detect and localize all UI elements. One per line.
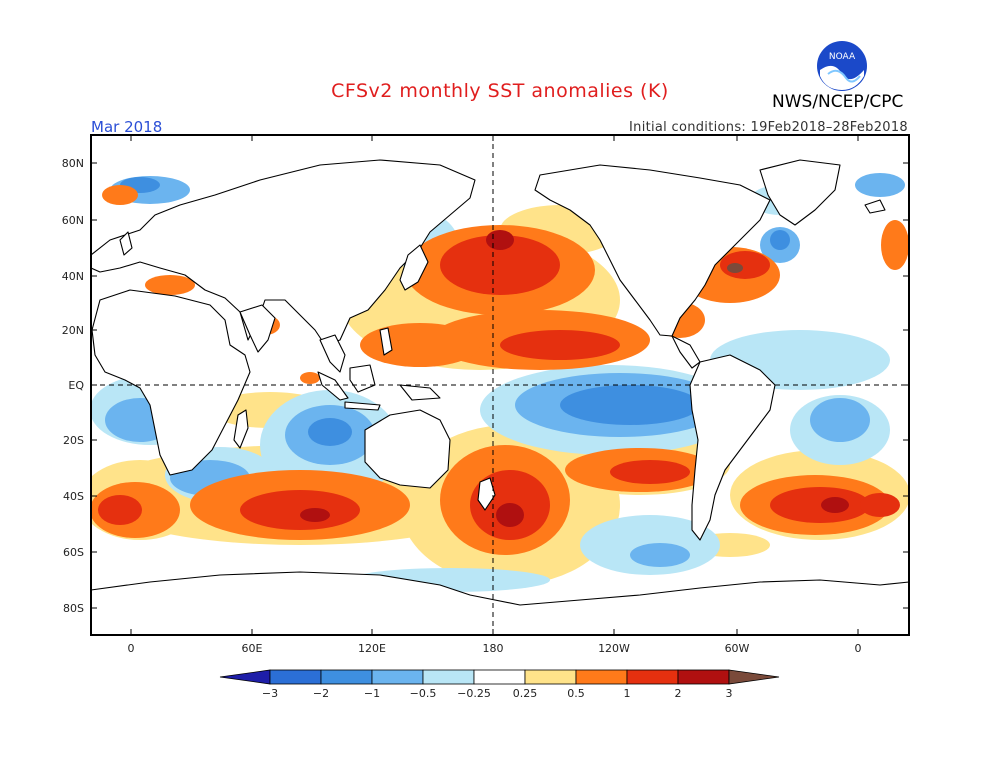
lat-label: 80N	[62, 157, 84, 170]
lat-label: 40N	[62, 270, 84, 283]
lat-label: 60N	[62, 214, 84, 227]
lon-label: 0	[128, 642, 135, 655]
lat-label: 20N	[62, 324, 84, 337]
lat-label: 40S	[63, 490, 84, 503]
colorbar-swatch	[320, 669, 373, 685]
cool-strong-patches	[120, 177, 790, 446]
warm-max-patch	[727, 263, 743, 273]
australia	[364, 409, 451, 489]
lon-label: 60W	[725, 642, 750, 655]
sumatra	[317, 371, 349, 401]
colorbar-swatch	[626, 669, 679, 685]
colorbar-label: 0.25	[513, 687, 538, 700]
logo-text: NOAA	[829, 52, 856, 62]
lon-label: 180	[483, 642, 504, 655]
great-britain	[119, 231, 133, 256]
lat-label: 60S	[63, 546, 84, 559]
lon-label: 0	[855, 642, 862, 655]
colorbar-label: −0.5	[410, 687, 437, 700]
initial-conditions: Initial conditions: 19Feb2018–28Feb2018	[629, 120, 908, 135]
africa	[91, 289, 251, 476]
south-america	[689, 354, 776, 541]
colorbar-label: 1	[624, 687, 631, 700]
colorbar-swatch	[524, 669, 577, 685]
latitude-axis: 80N 60N 40N 20N EQ 20S 40S 60S 80S	[62, 157, 909, 615]
colorbar-high-arrow	[728, 669, 780, 685]
colorbar-label: −1	[364, 687, 380, 700]
map-title: CFSv2 monthly SST anomalies (K)	[331, 80, 669, 102]
colorbar-swatch	[677, 669, 730, 685]
colorbar-label: −3	[262, 687, 278, 700]
java	[344, 401, 381, 411]
lat-label: 80S	[63, 602, 84, 615]
iceland	[864, 199, 886, 214]
lon-label: 60E	[242, 642, 263, 655]
india	[239, 304, 276, 353]
north-america	[534, 164, 771, 337]
lon-label: 120W	[598, 642, 630, 655]
month-label: Mar 2018	[91, 118, 163, 136]
new-guinea	[399, 384, 441, 401]
colorbar-label: 3	[726, 687, 733, 700]
philippines	[379, 327, 393, 356]
colorbar-swatch	[473, 669, 526, 685]
colorbar-label: 2	[675, 687, 682, 700]
colorbar-swatch	[371, 669, 424, 685]
org-label: NWS/NCEP/CPC	[772, 92, 904, 112]
new-zealand	[477, 477, 496, 511]
central-america	[671, 335, 701, 369]
colorbar: −3 −2 −1 −0.5 −0.25 0.25 0.5 1 2 3	[219, 669, 780, 700]
eurasia	[91, 159, 476, 346]
se-asia	[319, 334, 346, 373]
lon-label: 120E	[358, 642, 386, 655]
colorbar-low-arrow	[219, 669, 271, 685]
lat-label: EQ	[68, 379, 84, 392]
japan	[399, 244, 429, 291]
madagascar	[233, 409, 249, 449]
antarctica	[91, 571, 909, 635]
colorbar-label: −0.25	[457, 687, 491, 700]
colorbar-label: −2	[313, 687, 329, 700]
noaa-logo: NOAA	[817, 41, 867, 91]
colorbar-swatch	[422, 669, 475, 685]
colorbar-swatch	[575, 669, 628, 685]
colorbar-swatch	[269, 669, 322, 685]
colorbar-label: 0.5	[567, 687, 585, 700]
lat-label: 20S	[63, 434, 84, 447]
longitude-axis: 0 60E 120E 180 120W 60W 0	[128, 135, 862, 655]
anomaly-field	[91, 135, 909, 635]
land	[91, 159, 909, 635]
greenland	[759, 159, 841, 226]
